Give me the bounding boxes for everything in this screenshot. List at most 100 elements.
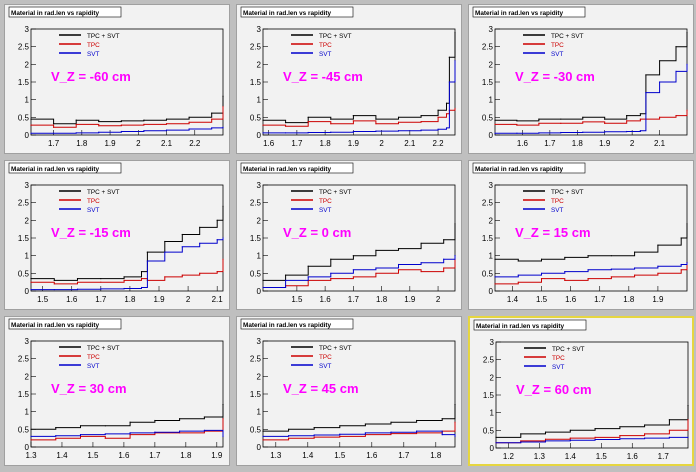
title-box [8,6,122,18]
y-tick-label: 3 [257,181,262,190]
data-point [352,130,354,133]
data-point [680,237,682,239]
data-point [494,119,496,121]
plot-pad[interactable]: Material in rad.len vs rapidity 0 0.5 1 1.5 2… [468,316,694,466]
data-point [352,276,354,278]
data-point [307,120,309,123]
y-tick-label: 0.5 [483,426,495,435]
data-point [262,132,264,134]
data-point [30,288,32,291]
data-point [288,435,290,437]
plot-pad[interactable]: Material in rad.len vs rapidity 0 0.5 1 1.5 2… [236,160,462,310]
data-point [687,419,689,421]
data-point [454,255,456,257]
data-point [30,278,32,280]
y-tick-label: 2.5 [250,43,262,52]
data-point [644,433,646,435]
data-point [330,272,332,274]
data-point [222,237,224,239]
vz-label: V_Z = -15 cm [51,225,131,240]
data-point [164,276,166,278]
data-point [610,276,612,278]
data-point [120,124,122,126]
data-point [494,123,496,125]
pad-svg: Material in rad.len vs rapidity 0 0.5 1 1.5 2… [472,6,688,148]
data-point [397,248,400,250]
x-tick-label: 2.1 [654,139,666,148]
plot-pad[interactable]: Material in rad.len vs rapidity 0 0.5 1 1.5 2… [4,160,230,310]
data-point [540,258,543,260]
x-tick-label: 1.7 [348,295,360,304]
data-point [75,123,77,125]
y-tick-label: 1 [257,408,262,417]
x-tick-label: 2.1 [212,295,224,304]
data-point [330,131,332,133]
plot-pad[interactable]: Material in rad.len vs rapidity 0 0.5 1 1.5 2… [468,160,694,310]
plot-pad[interactable]: Material in rad.len vs rapidity 0 0.5 1 1.5 2… [468,4,694,154]
series-line [31,96,224,125]
data-point [53,283,55,285]
chart-title: Material in rad.len vs rapidity [475,166,564,173]
vz-label: V_Z = 30 cm [51,381,127,396]
data-point [123,287,125,290]
series-line [495,32,688,122]
data-point [639,113,641,115]
data-point [437,109,439,111]
x-tick-label: 1.7 [544,139,556,148]
data-point [154,431,156,433]
data-point [199,272,201,274]
data-point [680,269,682,271]
data-point [626,120,628,122]
data-point [495,436,497,438]
x-tick-label: 1.5 [291,295,303,304]
x-tick-label: 1.7 [398,451,410,460]
data-point [520,440,522,442]
x-tick-label: 1.6 [366,451,378,460]
data-point [98,120,100,123]
x-tick-label: 1.9 [211,451,223,460]
data-point [100,281,102,283]
x-tick-label: 1.9 [404,295,416,304]
data-point [441,434,443,436]
x-tick-label: 1.5 [37,295,49,304]
y-tick-label: 0.5 [18,425,30,434]
data-point [420,270,422,273]
plot-pad[interactable]: Material in rad.len vs rapidity 0 0.5 1 1.5 2… [236,316,462,466]
series-line [31,238,224,291]
plot-pad[interactable]: Material in rad.len vs rapidity 0 0.5 1 1.5 2… [4,4,230,154]
data-point [330,123,332,125]
y-tick-label: 1 [25,96,30,105]
x-tick-label: 1.8 [572,139,584,148]
x-tick-label: 1.6 [66,295,78,304]
x-tick-label: 2.1 [404,139,416,148]
x-tick-label: 1.2 [503,452,515,461]
y-tick-label: 2 [257,372,262,381]
y-tick-label: 0.5 [18,269,30,278]
data-point [587,269,589,271]
plot-frame [262,28,456,136]
data-point [645,74,647,76]
pad-svg: Material in rad.len vs rapidity 0 0.5 1 1.5 2… [240,318,456,460]
data-point [680,263,682,266]
title-box [240,318,354,330]
data-point [262,279,264,281]
data-point [339,433,341,435]
legend-label: SVT [551,207,564,214]
plot-pad[interactable]: Material in rad.len vs rapidity 0 0.5 1 1.5 2… [4,316,230,466]
y-tick-label: 1.5 [250,390,262,399]
data-point [520,441,522,443]
data-point [454,60,456,62]
data-point [544,438,547,440]
plot-pad[interactable]: Material in rad.len vs rapidity 0 0.5 1 1.5 2… [236,4,462,154]
data-point [165,118,168,120]
data-point [330,118,332,120]
data-point [443,239,445,241]
data-point [104,433,106,435]
y-tick-label: 2 [25,372,30,381]
data-point [140,286,143,289]
x-tick-label: 1.5 [596,452,608,461]
y-tick-label: 2.5 [18,199,30,208]
plot-frame [262,184,456,292]
data-point [454,223,456,225]
